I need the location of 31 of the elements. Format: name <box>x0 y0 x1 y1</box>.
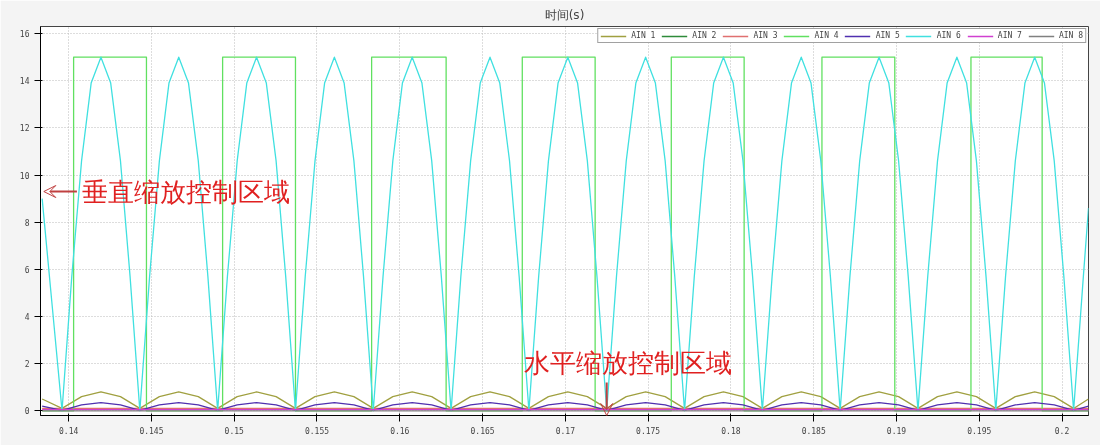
y-tick-label: 6 <box>24 265 30 275</box>
x-tick-label: 0.19 <box>886 426 907 436</box>
x-tick-label: 0.145 <box>139 426 164 436</box>
legend-label: AIN 5 <box>875 31 900 40</box>
legend-label: AIN 2 <box>692 31 717 40</box>
x-tick-label: 0.16 <box>390 426 410 436</box>
y-tick-label: 16 <box>19 30 30 40</box>
x-tick-label: 0.18 <box>721 426 741 436</box>
legend-label: AIN 8 <box>1058 31 1083 40</box>
y-tick-label: 14 <box>19 77 30 87</box>
x-tick-label: 0.15 <box>224 426 245 436</box>
x-tick-label: 0.175 <box>636 426 661 436</box>
x-tick-label: 0.155 <box>304 426 330 436</box>
legend-label: AIN 3 <box>753 31 778 40</box>
legend-label: AIN 1 <box>631 31 656 40</box>
y-tick-label: 8 <box>24 218 30 228</box>
x-tick-label: 0.14 <box>59 426 79 436</box>
x-tick-label: 0.2 <box>1054 426 1070 436</box>
x-tick-label: 0.195 <box>967 426 992 436</box>
y-tick-label: 0 <box>24 407 30 417</box>
x-tick-label: 0.17 <box>555 426 576 436</box>
x-axis-title: 时间(s) <box>544 7 585 22</box>
x-tick-label: 0.185 <box>801 426 826 436</box>
y-tick-label: 2 <box>24 360 30 370</box>
legend-label: AIN 4 <box>814 31 839 40</box>
y-tick-label: 4 <box>24 312 30 322</box>
y-tick-label: 10 <box>19 171 30 181</box>
x-tick-label: 0.165 <box>470 426 495 436</box>
legend-label: AIN 6 <box>936 31 961 40</box>
legend-label: AIN 7 <box>997 31 1022 40</box>
y-tick-label: 12 <box>19 124 30 134</box>
